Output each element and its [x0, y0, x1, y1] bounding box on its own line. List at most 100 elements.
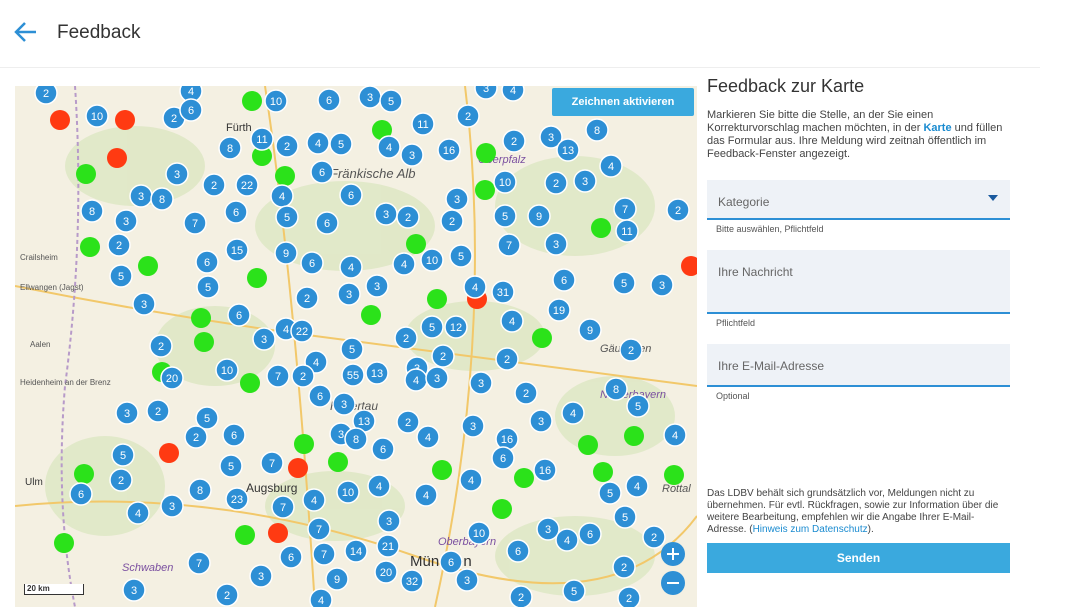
- cluster-marker[interactable]: [309, 588, 333, 607]
- cluster-marker[interactable]: [642, 525, 666, 549]
- feedback-dot-green[interactable]: [664, 465, 684, 485]
- feedback-dot-red[interactable]: [288, 458, 308, 478]
- cluster-marker[interactable]: [219, 454, 243, 478]
- cluster-marker[interactable]: [474, 86, 498, 100]
- cluster-marker[interactable]: [196, 275, 220, 299]
- cluster-marker[interactable]: [444, 315, 468, 339]
- cluster-marker[interactable]: [291, 364, 315, 388]
- cluster-marker[interactable]: [440, 209, 464, 233]
- cluster-marker[interactable]: [114, 209, 138, 233]
- cluster-marker[interactable]: [195, 250, 219, 274]
- cluster-marker[interactable]: [336, 480, 360, 504]
- cluster-marker[interactable]: [266, 364, 290, 388]
- cluster-marker[interactable]: [126, 501, 150, 525]
- cluster-marker[interactable]: [109, 264, 133, 288]
- feedback-dot-green[interactable]: [74, 464, 94, 484]
- feedback-dot-green[interactable]: [591, 218, 611, 238]
- cluster-marker[interactable]: [493, 204, 517, 228]
- cluster-marker[interactable]: [529, 409, 553, 433]
- cluster-marker[interactable]: [187, 551, 211, 575]
- cluster-marker[interactable]: [149, 334, 173, 358]
- cluster-marker[interactable]: [599, 154, 623, 178]
- cluster-marker[interactable]: [146, 399, 170, 423]
- cluster-marker[interactable]: [461, 414, 485, 438]
- cluster-marker[interactable]: [502, 129, 526, 153]
- cluster-marker[interactable]: [539, 125, 563, 149]
- zoom-in[interactable]: [661, 542, 685, 566]
- feedback-dot-green[interactable]: [427, 289, 447, 309]
- cluster-marker[interactable]: [179, 98, 203, 122]
- cluster-marker[interactable]: [290, 319, 314, 343]
- cluster-marker[interactable]: [252, 327, 276, 351]
- feedback-dot-red[interactable]: [115, 110, 135, 130]
- feedback-dot-green[interactable]: [328, 452, 348, 472]
- cluster-marker[interactable]: [365, 361, 389, 385]
- cluster-marker[interactable]: [626, 394, 650, 418]
- cluster-marker[interactable]: [556, 138, 580, 162]
- cluster-marker[interactable]: [274, 241, 298, 265]
- feedback-dot-green[interactable]: [406, 234, 426, 254]
- cluster-marker[interactable]: [235, 173, 259, 197]
- feedback-dot-red[interactable]: [50, 110, 70, 130]
- cluster-marker[interactable]: [469, 371, 493, 395]
- cluster-marker[interactable]: [585, 118, 609, 142]
- email-input[interactable]: Ihre E-Mail-Adresse: [707, 344, 1010, 387]
- cluster-marker[interactable]: [578, 522, 602, 546]
- message-input[interactable]: Ihre Nachricht: [707, 250, 1010, 314]
- cluster-marker[interactable]: [416, 425, 440, 449]
- feedback-dot-green[interactable]: [252, 146, 272, 166]
- cluster-marker[interactable]: [337, 282, 361, 306]
- cluster-marker[interactable]: [376, 534, 400, 558]
- cluster-marker[interactable]: [615, 219, 639, 243]
- cluster-marker[interactable]: [367, 474, 391, 498]
- cluster-marker[interactable]: [411, 112, 435, 136]
- cluster-marker[interactable]: [365, 274, 389, 298]
- privacy-link[interactable]: Hinweis zum Datenschutz: [752, 524, 868, 535]
- cluster-marker[interactable]: [325, 567, 349, 591]
- feedback-dot-red[interactable]: [681, 256, 697, 276]
- cluster-marker[interactable]: [396, 205, 420, 229]
- cluster-marker[interactable]: [264, 89, 288, 113]
- cluster-marker[interactable]: [340, 337, 364, 361]
- feedback-dot-green[interactable]: [240, 373, 260, 393]
- feedback-dot-red[interactable]: [159, 443, 179, 463]
- cluster-marker[interactable]: [202, 173, 226, 197]
- cluster-marker[interactable]: [445, 187, 469, 211]
- cluster-marker[interactable]: [115, 401, 139, 425]
- cluster-marker[interactable]: [260, 451, 284, 475]
- cluster-marker[interactable]: [612, 271, 636, 295]
- cluster-marker[interactable]: [279, 545, 303, 569]
- cluster-marker[interactable]: [329, 132, 353, 156]
- cluster-marker[interactable]: [250, 127, 274, 151]
- feedback-dot-green[interactable]: [242, 91, 262, 111]
- cluster-marker[interactable]: [456, 104, 480, 128]
- cluster-marker[interactable]: [544, 171, 568, 195]
- cluster-marker[interactable]: [497, 233, 521, 257]
- cluster-marker[interactable]: [377, 509, 401, 533]
- map-link[interactable]: Karte: [923, 122, 952, 134]
- cluster-marker[interactable]: [491, 280, 515, 304]
- cluster-marker[interactable]: [437, 138, 461, 162]
- cluster-marker[interactable]: [414, 483, 438, 507]
- feedback-dot-green[interactable]: [54, 533, 74, 553]
- cluster-marker[interactable]: [501, 86, 525, 102]
- map[interactable]: Fürth Fränkische Alb Oberpfalz Crailsheim El…: [15, 86, 697, 607]
- cluster-marker[interactable]: [650, 273, 674, 297]
- cluster-marker[interactable]: [420, 248, 444, 272]
- cluster-marker[interactable]: [598, 481, 622, 505]
- cluster-marker[interactable]: [467, 521, 491, 545]
- cluster-marker[interactable]: [184, 425, 208, 449]
- cluster-marker[interactable]: [225, 487, 249, 511]
- cluster-marker[interactable]: [394, 326, 418, 350]
- cluster-marker[interactable]: [150, 187, 174, 211]
- cluster-marker[interactable]: [307, 517, 331, 541]
- cluster-marker[interactable]: [300, 251, 324, 275]
- cluster-marker[interactable]: [69, 482, 93, 506]
- cluster-marker[interactable]: [555, 528, 579, 552]
- category-select[interactable]: Kategorie: [707, 180, 1010, 220]
- cluster-marker[interactable]: [536, 517, 560, 541]
- cluster-marker[interactable]: [222, 423, 246, 447]
- feedback-dot-green[interactable]: [432, 460, 452, 480]
- cluster-marker[interactable]: [500, 309, 524, 333]
- cluster-marker[interactable]: [85, 104, 109, 128]
